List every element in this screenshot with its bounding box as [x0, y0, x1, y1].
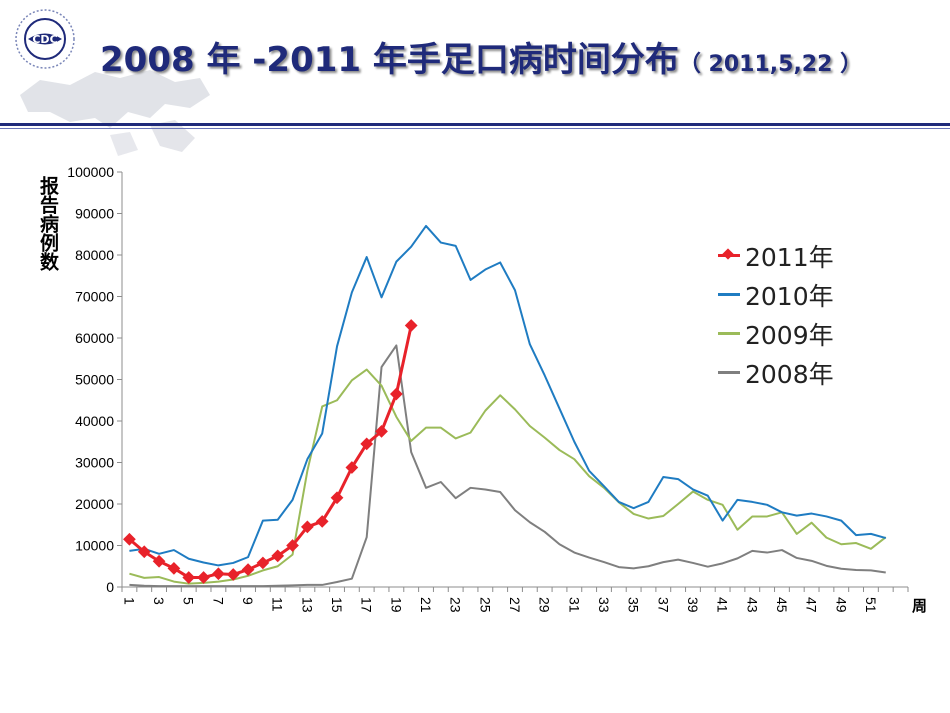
x-tick-label: 43	[744, 597, 760, 613]
x-tick-label: 23	[448, 597, 464, 613]
x-tick-label: 17	[359, 597, 375, 613]
y-axis-label: 报告病例数	[34, 176, 59, 271]
legend-item: 2008年	[718, 353, 834, 392]
data-point	[212, 567, 225, 581]
series-line	[129, 344, 886, 588]
legend-label: 2008年	[745, 359, 834, 389]
y-axis-label-text: 报告病例数	[37, 176, 59, 271]
data-point	[404, 319, 418, 332]
series-line	[128, 325, 413, 579]
series-line	[129, 224, 887, 567]
x-tick-label: 27	[507, 597, 523, 613]
x-tick-label: 31	[566, 597, 582, 613]
y-tick-label: 70000	[75, 289, 114, 305]
logo-text: CDC	[32, 33, 57, 46]
x-tick-label: 39	[685, 597, 701, 613]
legend-swatch	[718, 371, 740, 374]
legend-label: 2009年	[745, 320, 834, 350]
x-tick-label: 3	[151, 597, 167, 605]
legend-marker	[722, 248, 734, 260]
x-tick-label: 19	[388, 597, 404, 613]
x-tick-label: 9	[240, 597, 256, 605]
x-tick-label: 7	[210, 597, 226, 605]
data-point	[389, 387, 403, 401]
x-tick-label: 41	[715, 597, 731, 613]
legend-item: 2010年	[718, 275, 834, 314]
y-tick-label: 90000	[75, 206, 114, 222]
legend-swatch	[718, 293, 740, 296]
y-tick-label: 60000	[75, 330, 114, 346]
x-axis-label: 周	[912, 597, 927, 615]
x-tick-label: 13	[299, 597, 315, 613]
y-tick-label: 80000	[75, 247, 114, 263]
legend-label: 2010年	[745, 281, 834, 311]
legend-item: 2009年	[718, 314, 834, 353]
cdc-logo: CDC	[15, 9, 75, 69]
x-tick-label: 11	[270, 597, 286, 612]
chart-legend: 2011年 2010年 2009年 2008年	[718, 236, 834, 392]
data-point	[256, 556, 270, 570]
data-point	[345, 461, 359, 474]
x-tick-label: 37	[655, 597, 671, 613]
data-point	[375, 425, 388, 438]
x-tick-label: 33	[596, 597, 612, 613]
y-tick-label: 0	[106, 579, 114, 595]
y-tick-label: 20000	[75, 496, 114, 512]
x-tick-label: 15	[329, 597, 345, 613]
y-tick-label: 100000	[67, 164, 114, 180]
data-point	[330, 491, 344, 505]
x-tick-label: 51	[863, 597, 879, 613]
legend-swatch	[718, 248, 740, 260]
x-tick-label: 45	[774, 597, 790, 613]
y-tick-label: 10000	[75, 538, 114, 554]
title-rule	[0, 123, 950, 126]
series-line	[129, 368, 887, 585]
x-tick-label: 21	[418, 597, 434, 613]
x-tick-label: 35	[626, 597, 642, 613]
legend-item: 2011年	[718, 236, 834, 275]
title-main: 2008 年 -2011 年手足口病时间分布	[100, 40, 679, 80]
data-point	[360, 437, 374, 451]
legend-swatch	[718, 332, 740, 335]
y-tick-label: 50000	[75, 372, 114, 388]
legend-label: 2011年	[745, 242, 834, 272]
title-date: （ 2011,5,22 ）	[678, 52, 863, 77]
x-tick-label: 5	[181, 597, 197, 605]
x-tick-label: 49	[833, 597, 849, 613]
y-tick-label: 40000	[75, 413, 114, 429]
page-title: 2008 年 -2011 年手足口病时间分布（ 2011,5,22 ）	[100, 40, 930, 81]
x-tick-label: 29	[537, 597, 553, 613]
x-tick-label: 25	[477, 597, 493, 613]
title-rule-thin	[0, 128, 950, 129]
y-tick-label: 30000	[75, 455, 114, 471]
x-tick-label: 1	[121, 597, 137, 605]
x-tick-label: 47	[804, 597, 820, 613]
